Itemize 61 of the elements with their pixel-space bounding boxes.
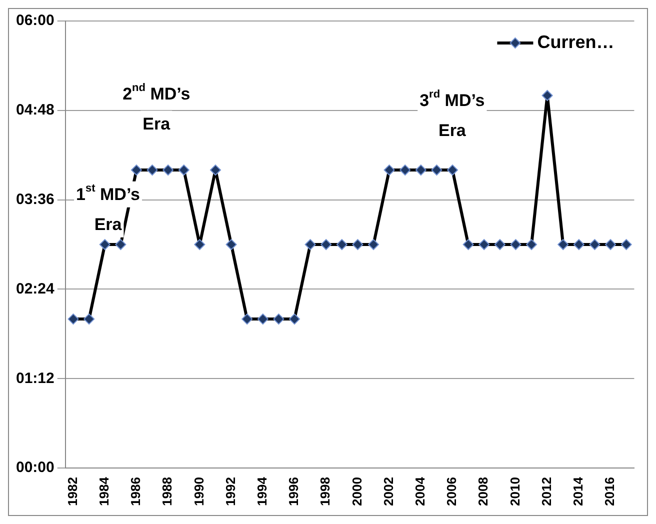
point [162,164,174,176]
point [400,164,411,176]
point [226,239,237,250]
x-tick-label: 2014 [570,476,586,506]
point [99,239,110,250]
x-tick-label: 1998 [318,477,333,506]
point [478,239,490,250]
point [288,314,300,325]
x-tick-label: 1982 [64,477,80,506]
point [620,239,632,250]
point [242,314,253,325]
point [462,239,474,250]
point [494,239,506,250]
point [130,164,142,176]
point [352,239,364,250]
point [178,164,190,176]
point [194,239,206,250]
point [558,239,569,250]
x-tick-label: 1992 [222,477,238,506]
point [384,164,395,176]
y-tick-label: 06:00 [16,12,54,30]
x-tick-label: 1986 [128,477,144,506]
point [304,239,316,250]
point [510,239,522,250]
x-tick-label: 1996 [286,477,302,506]
legend-label: Curren… [537,32,614,52]
point [447,164,458,176]
y-tick-label: 02:24 [16,280,56,298]
y-tick-label: 04:48 [16,102,54,119]
x-tick-label: 1990 [191,477,206,506]
x-tick-label: 2010 [507,477,522,506]
x-tick-label: 2006 [444,477,460,506]
point [573,239,584,250]
y-tick-label: 03:36 [16,190,54,208]
point [368,239,379,250]
point [526,239,538,250]
point [273,314,284,325]
point [336,239,348,250]
x-tick-label: 2012 [538,477,554,506]
point [320,239,332,250]
point [415,164,426,176]
y-tick-label: 01:12 [16,370,54,387]
y-tick-label: 00:00 [16,459,54,476]
point [257,314,268,325]
point [146,164,158,176]
x-tick-label: 1984 [96,476,112,506]
point [542,90,553,102]
x-tick-label: 1988 [160,477,175,506]
x-tick-label: 2016 [602,477,618,506]
point [68,314,79,325]
point [431,164,442,176]
x-tick-label: 1994 [254,476,270,506]
point [210,164,221,176]
point [605,239,616,250]
x-tick-label: 2008 [476,477,491,506]
point [115,239,126,250]
x-tick-label: 2002 [380,477,396,506]
point [589,239,600,250]
point [84,314,95,325]
x-tick-label: 2000 [349,477,364,506]
x-tick-label: 2004 [412,476,428,506]
